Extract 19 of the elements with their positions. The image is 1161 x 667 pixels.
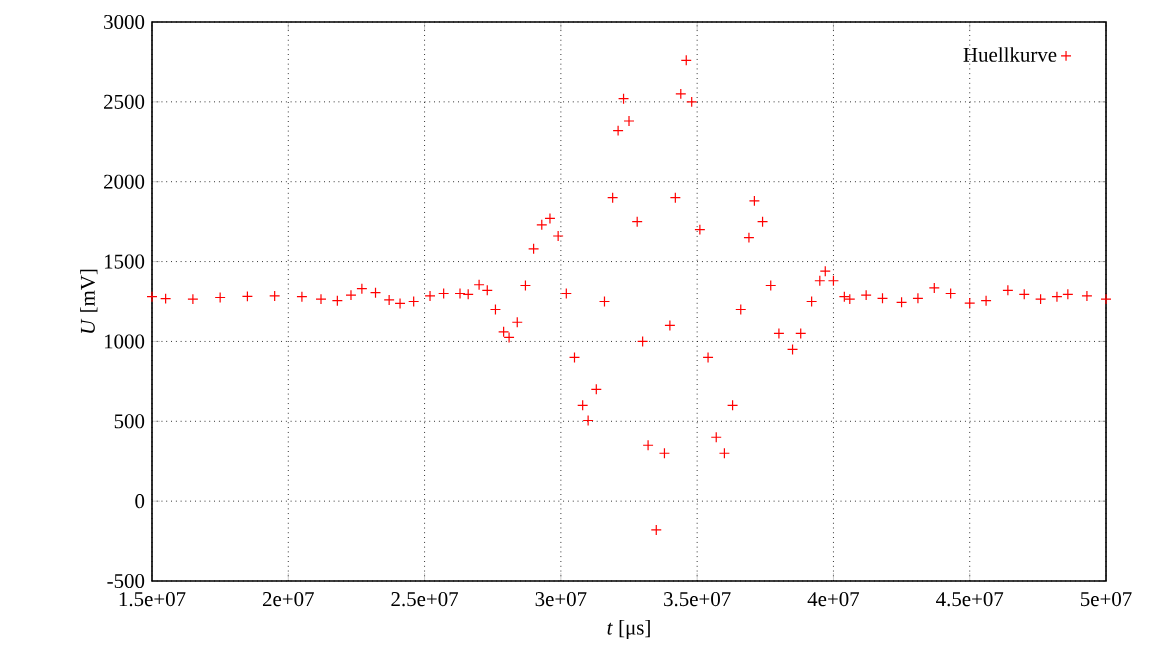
x-tick-label: 5e+07 (1081, 592, 1132, 607)
x-tick-label: 1.5e+07 (119, 592, 186, 607)
y-tick-label: 1000 (104, 334, 145, 349)
y-axis-title: U [mV] (80, 269, 98, 333)
y-tick-label: 1500 (104, 254, 145, 269)
x-tick-label: 3e+07 (535, 592, 587, 607)
x-tick-label: 4.5e+07 (936, 592, 1004, 607)
y-tick-label: 2000 (104, 174, 145, 189)
legend-label: Huellkurve (963, 47, 1057, 62)
x-tick-label: 2.5e+07 (391, 592, 459, 607)
y-tick-label: 3000 (104, 14, 145, 30)
x-tick-label: 3.5e+07 (664, 592, 731, 607)
y-tick-label: 0 (135, 494, 145, 509)
x-tick-label: 4e+07 (807, 592, 860, 607)
y-tick-label: -500 (107, 573, 145, 589)
x-tick-label: 2e+07 (262, 592, 314, 607)
x-axis-title: t [μs] (607, 619, 650, 639)
y-tick-label: 2500 (104, 94, 145, 109)
y-tick-label: 500 (114, 414, 145, 429)
